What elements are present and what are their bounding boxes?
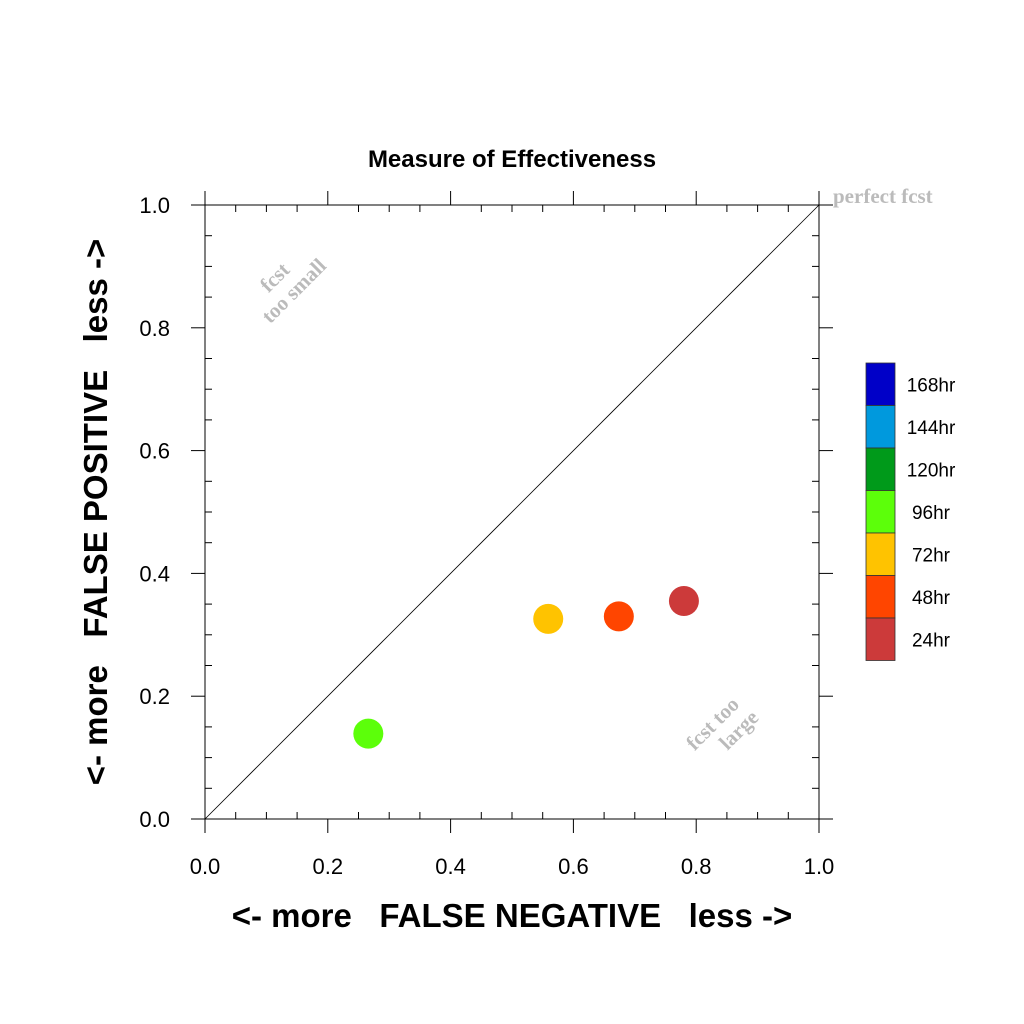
- chart-title: Measure of Effectiveness: [368, 146, 656, 173]
- legend-swatch-48hr: [865, 575, 896, 619]
- legend: 168hr 144hr 120hr 96hr 72hr 48hr 24hr: [865, 362, 956, 661]
- data-points: [353, 586, 699, 749]
- point-72hr: [533, 603, 564, 634]
- legend-swatch-96hr: [865, 490, 896, 534]
- legend-swatch-144hr: [865, 405, 896, 449]
- legend-label-72hr: 72hr: [912, 545, 951, 566]
- legend-label-144hr: 144hr: [907, 418, 956, 439]
- legend-label-168hr: 168hr: [907, 375, 956, 396]
- x-tick-label: 0.2: [313, 854, 344, 879]
- x-axis-title: <- more FALSE NEGATIVE less ->: [232, 897, 793, 934]
- legend-swatch-168hr: [865, 362, 896, 406]
- too-large-annotation: fcst too large: [681, 692, 763, 755]
- y-tick-labels: 0.0 0.2 0.4 0.6 0.8 1.0: [139, 193, 170, 832]
- x-tick-label: 0.4: [435, 854, 466, 879]
- y-tick-label: 0.4: [139, 561, 170, 586]
- axis-ticks: [191, 191, 833, 833]
- x-tick-label: 1.0: [804, 854, 835, 879]
- y-tick-label: 1.0: [139, 193, 170, 218]
- legend-label-96hr: 96hr: [912, 503, 951, 524]
- perfect-fcst-label: perfect fcst: [833, 184, 933, 208]
- point-96hr: [353, 718, 384, 749]
- plot-frame: [204, 204, 820, 820]
- perfect-forecast-diagonal: [204, 204, 820, 820]
- x-tick-label: 0.8: [681, 854, 712, 879]
- too-small-annotation: fcst too small: [255, 254, 331, 328]
- x-tick-label: 0.0: [190, 854, 221, 879]
- legend-swatch-120hr: [865, 447, 896, 491]
- x-tick-labels: 0.0 0.2 0.4 0.6 0.8 1.0: [190, 854, 835, 879]
- legend-label-24hr: 24hr: [912, 630, 951, 651]
- y-axis-title: <- more FALSE POSITIVE less ->: [77, 239, 114, 786]
- point-48hr: [603, 601, 634, 632]
- y-tick-label: 0.2: [139, 684, 170, 709]
- legend-swatch-24hr: [865, 617, 896, 661]
- y-tick-label: 0.6: [139, 439, 170, 464]
- x-tick-label: 0.6: [558, 854, 589, 879]
- legend-label-120hr: 120hr: [907, 460, 956, 481]
- legend-swatch-72hr: [865, 532, 896, 576]
- point-24hr: [668, 586, 699, 617]
- y-tick-label: 0.0: [139, 807, 170, 832]
- y-tick-label: 0.8: [139, 316, 170, 341]
- legend-label-48hr: 48hr: [912, 588, 951, 609]
